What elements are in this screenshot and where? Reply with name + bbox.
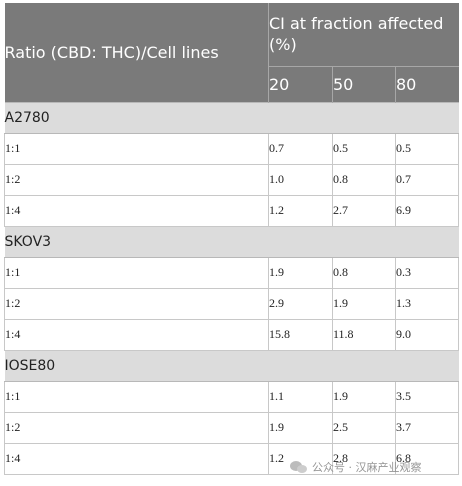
group-row-iose80: IOSE80 [4, 349, 459, 382]
ci-cell: 1.1 [268, 381, 333, 413]
table-row: 1:4 1.2 2.7 6.9 [4, 195, 459, 227]
wechat-icon [290, 459, 308, 475]
group-row-a2780: A2780 [4, 101, 459, 134]
table-row: 1:4 1.2 2.8 6.8 [4, 443, 459, 475]
ratio-cell: 1:4 [4, 319, 269, 351]
group-label: SKOV3 [4, 225, 459, 258]
ci-cell: 1.9 [268, 412, 333, 444]
table-row: 1:4 15.8 11.8 9.0 [4, 319, 459, 351]
ci-cell: 3.7 [395, 412, 459, 444]
header-row: Ratio (CBD: THC)/Cell lines CI at fracti… [4, 3, 459, 102]
ratio-cell: 1:1 [4, 257, 269, 289]
table-row: 1:2 2.9 1.9 1.3 [4, 288, 459, 320]
ci-cell: 0.5 [395, 133, 459, 165]
ci-cell: 0.5 [332, 133, 396, 165]
ratio-cell: 1:4 [4, 195, 269, 227]
fraction-80-header: 80 [395, 65, 459, 102]
ratio-cell: 1:2 [4, 288, 269, 320]
group-label: IOSE80 [4, 349, 459, 382]
ci-cell: 2.9 [268, 288, 333, 320]
ci-cell: 1.9 [268, 257, 333, 289]
table-row: 1:1 1.1 1.9 3.5 [4, 381, 459, 413]
ci-cell: 0.7 [395, 164, 459, 196]
group-label: A2780 [4, 101, 459, 134]
ci-cell: 1.9 [332, 381, 396, 413]
ci-cell: 1.3 [395, 288, 459, 320]
table-row: 1:1 1.9 0.8 0.3 [4, 257, 459, 289]
ci-cell: 2.7 [332, 195, 396, 227]
ci-cell: 0.8 [332, 164, 396, 196]
ci-header: CI at fraction affected (%) [268, 3, 459, 66]
group-row-skov3: SKOV3 [4, 225, 459, 258]
ci-cell: 1.2 [268, 195, 333, 227]
ci-cell: 9.0 [395, 319, 459, 351]
ci-cell: 0.7 [268, 133, 333, 165]
ci-cell: 6.9 [395, 195, 459, 227]
ci-cell: 6.8 [395, 443, 459, 475]
ci-cell: 2.8 [332, 443, 396, 475]
ci-cell: 2.5 [332, 412, 396, 444]
ratio-cell: 1:2 [4, 412, 269, 444]
ci-cell: 1.9 [332, 288, 396, 320]
ci-table: Ratio (CBD: THC)/Cell lines CI at fracti… [4, 3, 459, 475]
ratio-header: Ratio (CBD: THC)/Cell lines [4, 3, 269, 102]
ratio-cell: 1:2 [4, 164, 269, 196]
ci-cell: 15.8 [268, 319, 333, 351]
table-row: 1:1 0.7 0.5 0.5 [4, 133, 459, 165]
ci-cell: 0.3 [395, 257, 459, 289]
ci-cell: 0.8 [332, 257, 396, 289]
ratio-cell: 1:1 [4, 133, 269, 165]
ratio-cell: 1:4 [4, 443, 269, 475]
ci-cell: 11.8 [332, 319, 396, 351]
fraction-20-header: 20 [268, 65, 333, 102]
ci-cell: 3.5 [395, 381, 459, 413]
table-row: 1:2 1.9 2.5 3.7 [4, 412, 459, 444]
fraction-header-row: 20 50 80 [5, 65, 459, 102]
watermark: 公众号 · 汉麻产业观察 [290, 456, 422, 478]
table-row: 1:2 1.0 0.8 0.7 [4, 164, 459, 196]
ratio-cell: 1:1 [4, 381, 269, 413]
fraction-50-header: 50 [332, 65, 396, 102]
ci-cell: 1.0 [268, 164, 333, 196]
watermark-text: 公众号 · 汉麻产业观察 [312, 461, 422, 474]
